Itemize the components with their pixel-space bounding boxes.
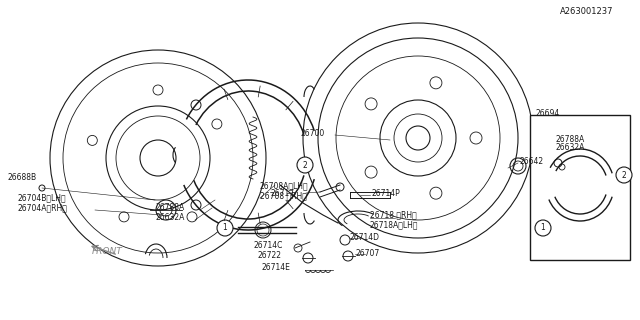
Text: 26704B〈LH〉: 26704B〈LH〉 xyxy=(18,194,67,203)
Text: 1: 1 xyxy=(223,223,227,233)
Text: 1: 1 xyxy=(541,223,545,233)
Circle shape xyxy=(616,167,632,183)
Text: 26688B: 26688B xyxy=(8,173,37,182)
Text: 26700: 26700 xyxy=(301,129,325,138)
Text: 26717: 26717 xyxy=(271,188,295,197)
Text: 26704A〈RH〉: 26704A〈RH〉 xyxy=(18,204,68,212)
Text: 26788A: 26788A xyxy=(556,135,585,145)
Text: 26714P: 26714P xyxy=(371,189,400,198)
Text: 26708 〈RH〉: 26708 〈RH〉 xyxy=(260,191,307,201)
Text: 26722: 26722 xyxy=(258,252,282,260)
Text: 26708A〈LH〉: 26708A〈LH〉 xyxy=(260,181,308,190)
Text: A263001237: A263001237 xyxy=(560,7,614,17)
Text: FRONT: FRONT xyxy=(92,247,123,257)
Text: 26707: 26707 xyxy=(355,249,380,258)
Text: 26632A: 26632A xyxy=(556,143,586,153)
Text: 2: 2 xyxy=(621,171,627,180)
Circle shape xyxy=(297,157,313,173)
Text: 2: 2 xyxy=(303,161,307,170)
Text: 26632A: 26632A xyxy=(156,213,185,222)
Text: 26714D: 26714D xyxy=(350,233,380,242)
Text: 26718A〈LH〉: 26718A〈LH〉 xyxy=(370,220,419,229)
Bar xyxy=(530,115,630,260)
Text: 26714C: 26714C xyxy=(253,241,282,250)
Circle shape xyxy=(217,220,233,236)
Circle shape xyxy=(535,220,551,236)
Text: 26718 〈RH〉: 26718 〈RH〉 xyxy=(370,211,417,220)
Text: 26642: 26642 xyxy=(519,157,543,166)
Text: 26694: 26694 xyxy=(535,108,559,117)
Text: 26788A: 26788A xyxy=(156,203,185,212)
Text: 26714E: 26714E xyxy=(262,262,291,271)
